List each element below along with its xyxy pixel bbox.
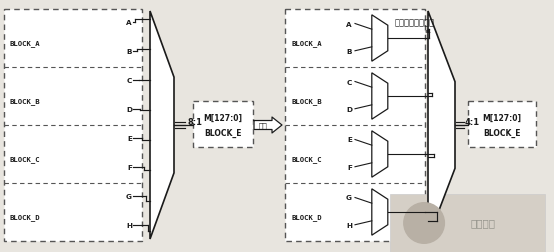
Text: B: B xyxy=(346,49,352,54)
Text: E: E xyxy=(127,135,132,141)
Text: G: G xyxy=(346,195,352,201)
Text: F: F xyxy=(347,164,352,170)
Polygon shape xyxy=(428,12,455,239)
Polygon shape xyxy=(372,16,388,62)
Text: 减轻了布线的压力: 减轻了布线的压力 xyxy=(395,18,435,34)
Text: BLOCK_E: BLOCK_E xyxy=(204,128,242,137)
Bar xyxy=(285,10,425,241)
Polygon shape xyxy=(372,74,388,120)
Text: BLOCK_A: BLOCK_A xyxy=(291,40,322,47)
Text: D: D xyxy=(346,106,352,112)
Text: M[127:0]: M[127:0] xyxy=(203,113,243,122)
Polygon shape xyxy=(254,117,282,134)
Polygon shape xyxy=(372,131,388,177)
Text: 8:1: 8:1 xyxy=(188,117,203,126)
Polygon shape xyxy=(150,12,174,239)
Text: M[127:0]: M[127:0] xyxy=(483,113,521,122)
Text: F: F xyxy=(127,164,132,170)
Bar xyxy=(193,102,253,147)
Text: G: G xyxy=(126,193,132,199)
Text: A: A xyxy=(346,21,352,27)
Text: BLOCK_A: BLOCK_A xyxy=(10,40,40,47)
Text: BLOCK_D: BLOCK_D xyxy=(291,213,322,220)
Text: 4:1: 4:1 xyxy=(465,117,480,126)
Text: C: C xyxy=(127,77,132,83)
Text: BLOCK_E: BLOCK_E xyxy=(483,128,521,137)
Text: BLOCK_B: BLOCK_B xyxy=(291,98,322,105)
Text: BLOCK_B: BLOCK_B xyxy=(10,98,40,105)
Text: A: A xyxy=(126,20,132,26)
Text: BLOCK_C: BLOCK_C xyxy=(291,155,322,163)
Circle shape xyxy=(404,203,444,243)
Text: E: E xyxy=(347,137,352,143)
Text: 改进: 改进 xyxy=(259,122,268,129)
Text: C: C xyxy=(347,79,352,85)
Text: BLOCK_C: BLOCK_C xyxy=(10,155,40,163)
Text: H: H xyxy=(346,222,352,228)
Bar xyxy=(390,194,545,252)
Text: BLOCK_D: BLOCK_D xyxy=(10,213,40,220)
Polygon shape xyxy=(372,189,388,235)
Text: D: D xyxy=(126,106,132,112)
Bar xyxy=(4,10,142,241)
Text: H: H xyxy=(126,222,132,228)
Bar xyxy=(468,102,536,147)
Text: B: B xyxy=(126,49,132,54)
Text: 创新互联: 创新互联 xyxy=(470,217,495,227)
